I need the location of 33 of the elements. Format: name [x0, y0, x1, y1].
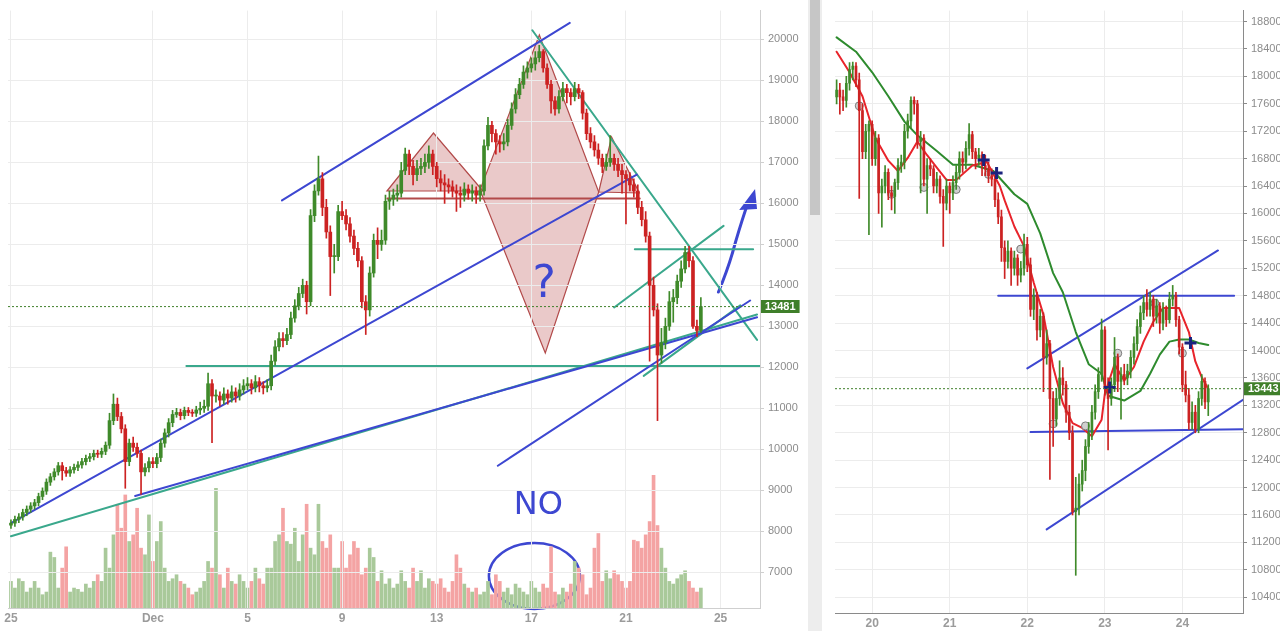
x-tick-label: 23	[1098, 615, 1112, 630]
x-tick-label: 5	[244, 610, 252, 625]
y-tick-label: 11000	[768, 401, 798, 414]
y-tick-label: 10000	[768, 442, 799, 455]
x-tick-label: 21	[619, 610, 633, 625]
y-tick-label: 11200	[1251, 535, 1280, 548]
y-tick-label: 17000	[768, 155, 799, 168]
y-tick-label: 15000	[768, 237, 799, 250]
ref-line-label: 13481	[765, 300, 796, 313]
annotation: NO	[513, 484, 563, 522]
ref-line-label: 13443	[1248, 382, 1279, 395]
x-tick-label: 17	[524, 610, 539, 625]
y-tick-label: 18000	[768, 114, 799, 127]
y-tick-label: 11600	[1251, 508, 1280, 521]
annotation: ?	[532, 256, 556, 307]
y-tick-label: 7000	[768, 565, 793, 578]
y-tick-label: 8000	[768, 524, 793, 537]
x-tick-label: 21	[943, 615, 957, 630]
y-tick-label: 12000	[768, 360, 799, 373]
x-tick-label: 9	[338, 610, 346, 625]
x-tick-label: 20	[865, 615, 880, 630]
x-tick-label: 13	[430, 610, 444, 625]
x-tick-label: Dec	[141, 610, 165, 625]
x-tick-label: 25	[4, 610, 18, 625]
y-tick-label: 16000	[768, 196, 799, 209]
x-tick-label: 24	[1175, 615, 1190, 630]
y-tick-label: 19000	[768, 73, 799, 86]
y-tick-label: 14000	[768, 278, 799, 291]
y-tick-label: 9000	[768, 483, 793, 496]
y-tick-label: 13000	[768, 319, 799, 332]
x-tick-label: 25	[713, 610, 728, 625]
x-tick-label: 22	[1020, 615, 1035, 630]
y-tick-label: 20000	[768, 32, 799, 45]
